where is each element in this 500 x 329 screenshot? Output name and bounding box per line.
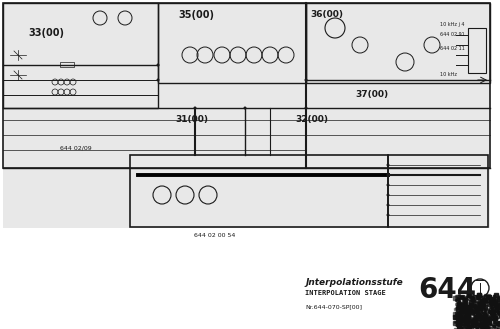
Circle shape (304, 107, 308, 110)
Text: Jnterpolationsstufe: Jnterpolationsstufe (305, 278, 403, 287)
Text: 644 02 11: 644 02 11 (440, 46, 465, 51)
Bar (306, 3, 490, 83)
Circle shape (386, 193, 390, 196)
Bar (3, 3, 158, 108)
Text: INTERPOLATION STAGE: INTERPOLATION STAGE (305, 290, 386, 296)
Text: 644 02 91: 644 02 91 (440, 32, 465, 37)
Bar (60, 62, 74, 67)
Circle shape (156, 79, 160, 82)
Text: Nr.644-070-SP[00]: Nr.644-070-SP[00] (305, 304, 362, 309)
Text: 37(00): 37(00) (355, 90, 388, 99)
Bar (468, 28, 486, 73)
Text: 33(00): 33(00) (28, 28, 64, 38)
Circle shape (386, 204, 390, 207)
Circle shape (386, 214, 390, 216)
Text: 10 kHz: 10 kHz (440, 72, 457, 77)
Bar (3, 3, 490, 228)
Text: 644 02 00 54: 644 02 00 54 (194, 233, 235, 238)
Bar (130, 155, 388, 227)
Bar (3, 3, 490, 168)
Circle shape (156, 63, 160, 66)
Text: 10 kHz j 4: 10 kHz j 4 (440, 22, 464, 27)
Bar (388, 155, 488, 227)
Text: 36(00): 36(00) (310, 10, 343, 19)
Text: 32(00): 32(00) (295, 115, 328, 124)
Circle shape (386, 164, 390, 166)
Circle shape (194, 107, 196, 110)
Bar (158, 3, 306, 83)
Text: 31(00): 31(00) (175, 115, 208, 124)
Circle shape (386, 173, 390, 176)
Bar (295, 268, 485, 323)
Circle shape (244, 107, 246, 110)
Text: 644: 644 (418, 276, 476, 304)
Text: 35(00): 35(00) (178, 10, 214, 20)
Circle shape (386, 184, 390, 187)
Circle shape (304, 79, 308, 82)
Text: 644 02/09: 644 02/09 (60, 145, 92, 150)
